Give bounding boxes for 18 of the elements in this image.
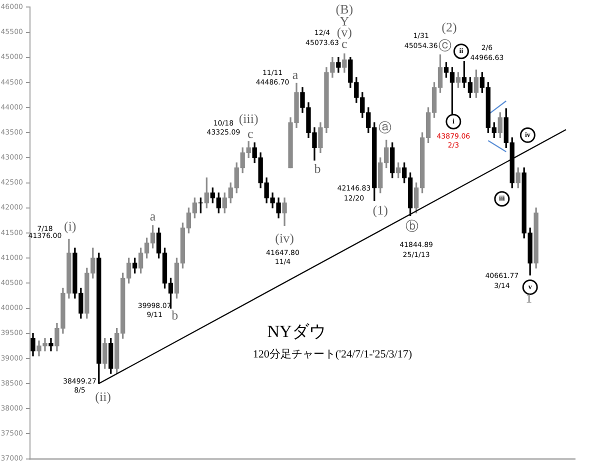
annotation: (iv) xyxy=(275,230,294,246)
annotation: (i) xyxy=(64,218,76,234)
text: 120分足チャート('24/7/1-'25/3/17) xyxy=(252,348,412,360)
annotation: a xyxy=(150,208,156,224)
annotation: (2) xyxy=(442,20,457,35)
annotation: b xyxy=(314,161,321,176)
annotation: (ii) xyxy=(95,389,112,404)
text: NYダウ xyxy=(267,322,326,341)
annotation: ⓒ xyxy=(438,38,452,53)
annotation: ⓐ xyxy=(378,120,392,136)
annotation: (iii) xyxy=(238,111,258,126)
annotation: ⓑ xyxy=(406,218,419,234)
candlestick xyxy=(48,338,54,352)
annotation: a xyxy=(292,66,298,82)
annotation: b xyxy=(172,308,178,323)
annotation: (1) xyxy=(372,202,388,218)
annotation: 1 xyxy=(526,290,532,306)
annotation: c xyxy=(248,126,254,142)
